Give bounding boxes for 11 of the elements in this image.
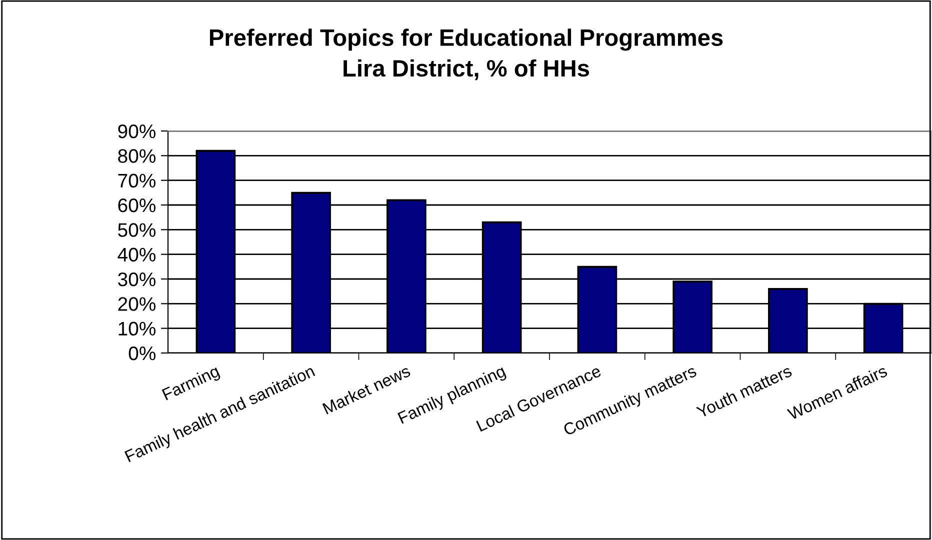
y-tick-label: 90% — [118, 124, 156, 138]
y-tick-label: 20% — [118, 297, 156, 311]
y-tick-label: 30% — [118, 272, 156, 286]
y-tick-label: 0% — [128, 346, 156, 360]
y-tick-label: 70% — [118, 174, 156, 188]
y-tick-label: 50% — [118, 223, 156, 237]
y-tick-label: 40% — [118, 248, 156, 262]
chart-title: Preferred Topics for Educational Programmes Lira District, % of HHs — [210, 28, 723, 80]
y-tick-label: 80% — [118, 149, 156, 163]
y-tick-label: 10% — [118, 322, 156, 336]
y-tick-label: 60% — [118, 198, 156, 212]
